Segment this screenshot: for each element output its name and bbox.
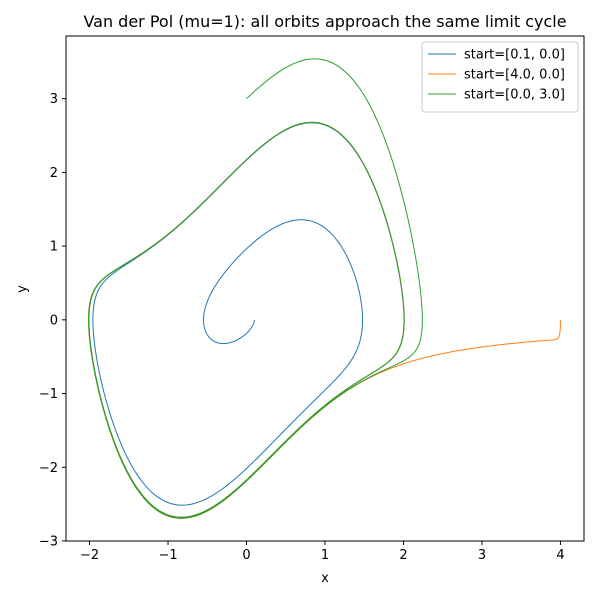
x-tick-label: 1: [321, 548, 329, 563]
y-tick-label: 3: [50, 92, 58, 107]
x-tick-label: 2: [399, 548, 407, 563]
chart-title: Van der Pol (mu=1): all orbits approach …: [83, 12, 566, 31]
y-tick-label: 1: [50, 240, 58, 255]
legend-label: start=[0.0, 3.0]: [464, 88, 565, 103]
legend: start=[0.1, 0.0] start=[4.0, 0.0] start=[0…: [421, 41, 579, 113]
x-tick-label: 4: [556, 548, 564, 563]
y-tick-label: −3: [39, 535, 58, 550]
series-line-3: [88, 58, 423, 519]
y-tick-label: 2: [50, 166, 58, 181]
x-axis-label: x: [321, 571, 329, 586]
y-tick-label: −2: [39, 461, 58, 476]
legend-label: start=[0.1, 0.0]: [464, 48, 565, 63]
legend-label: start=[4.0, 0.0]: [464, 68, 565, 83]
x-tick-label: −1: [158, 548, 177, 563]
series-layer: [88, 58, 561, 519]
y-tick-label: 0: [50, 313, 58, 328]
y-axis-label: y: [15, 285, 30, 293]
x-tick-label: −2: [80, 548, 99, 563]
legend-frame: [421, 41, 579, 113]
x-axis: −2 −1 0 1 2 3 4: [80, 541, 565, 563]
y-axis: −3 −2 −1 0 1 2 3: [39, 92, 66, 550]
x-tick-label: 3: [478, 548, 486, 563]
x-tick-label: 0: [242, 548, 250, 563]
y-tick-label: −1: [39, 387, 58, 402]
